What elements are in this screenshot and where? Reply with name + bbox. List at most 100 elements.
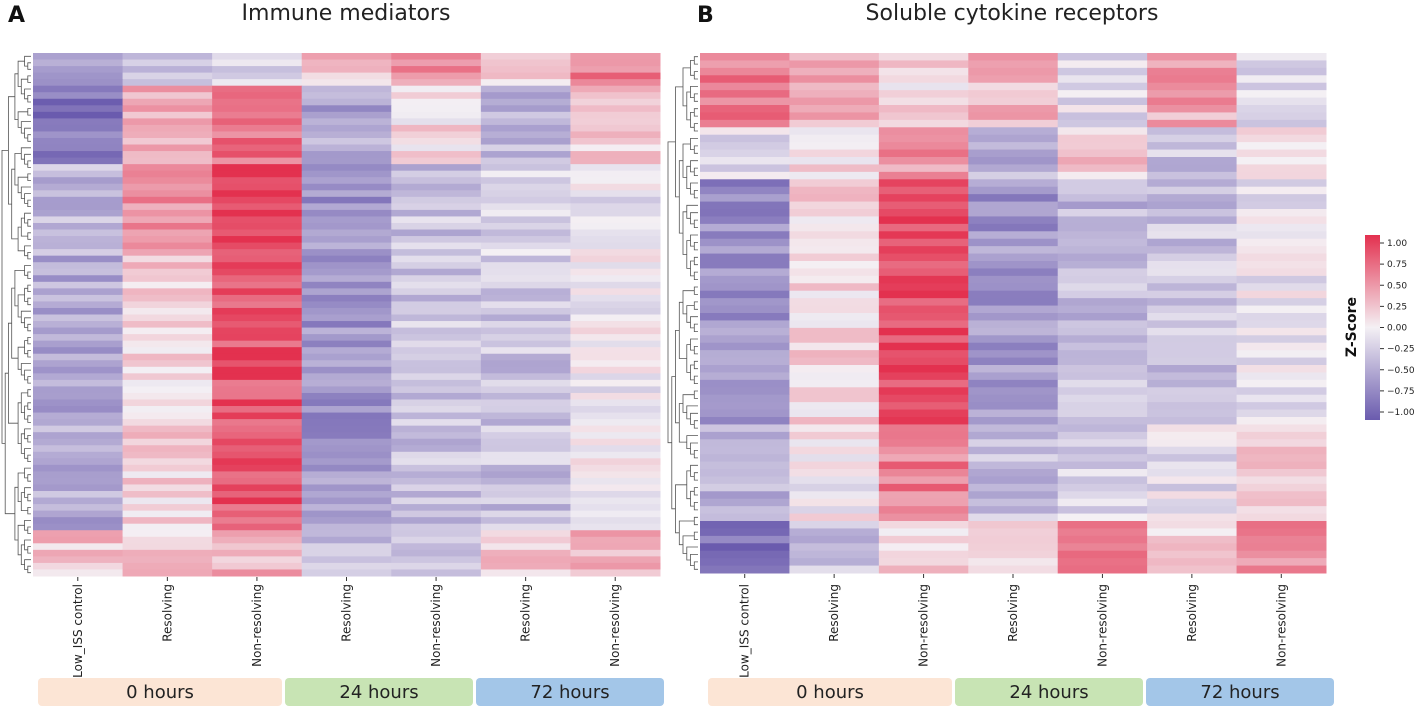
heatmap-cell <box>700 246 790 255</box>
heatmap-cell <box>1057 521 1148 529</box>
heatmap-cell <box>878 171 969 180</box>
heatmap-cell <box>301 72 392 80</box>
dendrogram-branch <box>11 287 19 359</box>
heatmap-cell <box>700 75 790 84</box>
heatmap-cell <box>1057 142 1148 151</box>
dendrogram-branch <box>27 75 31 83</box>
heatmap-cell <box>570 170 661 178</box>
heatmap-cell <box>1236 439 1327 448</box>
heatmap-cell <box>570 307 661 315</box>
heatmap-cell <box>570 249 661 257</box>
heatmap-cell <box>968 454 1059 463</box>
heatmap-cell <box>968 357 1059 366</box>
heatmap-cell <box>122 262 213 270</box>
heatmap-cell <box>789 67 880 76</box>
heatmap-cell <box>700 387 790 396</box>
heatmap-cell <box>301 419 392 427</box>
heatmap-cell <box>391 281 482 289</box>
heatmap-cell <box>33 137 124 146</box>
heatmap-cell <box>212 255 303 263</box>
heatmap-cell <box>391 412 482 420</box>
heatmap-cell <box>1147 461 1238 470</box>
heatmap-cell <box>391 105 482 113</box>
heatmap-cell <box>570 164 661 172</box>
heatmap-cell <box>789 320 880 329</box>
heatmap-cell <box>33 347 124 355</box>
dendrogram-branch <box>27 297 31 306</box>
panel-b: B Soluble cytokine receptors Low_ISS con… <box>667 1 1334 706</box>
heatmap-cell <box>33 451 124 459</box>
heatmap-cell <box>122 347 213 355</box>
heatmap-cell <box>789 149 880 158</box>
heatmap-cell <box>968 394 1059 403</box>
heatmap-cell <box>212 85 303 93</box>
heatmap-cell <box>968 90 1059 99</box>
heatmap-cell <box>700 261 790 269</box>
heatmap-cell <box>1236 246 1327 255</box>
heatmap-cell <box>1236 417 1327 425</box>
heatmap-cell <box>789 209 880 217</box>
heatmap-cell <box>212 66 303 74</box>
dendrogram-branch <box>20 121 31 134</box>
heatmap-cell <box>878 565 969 574</box>
heatmap-cell <box>968 446 1059 455</box>
heatmap-cell <box>33 53 124 61</box>
heatmap-cell <box>570 92 661 100</box>
dendrogram-branch <box>693 450 698 459</box>
heatmap-cell <box>1057 238 1148 247</box>
heatmap-cell <box>391 353 482 361</box>
heatmap-cell <box>301 98 392 106</box>
column-label: Non-resolving <box>1274 584 1288 667</box>
heatmap-cell <box>301 569 392 577</box>
heatmap-cell <box>391 530 482 538</box>
heatmap-cell <box>878 82 969 91</box>
heatmap-cell <box>1057 194 1148 203</box>
heatmap-cell <box>1057 134 1148 143</box>
heatmap-cell <box>301 85 392 93</box>
heatmap-cell <box>122 111 213 119</box>
heatmap-cell <box>122 451 213 459</box>
heatmap-cell <box>570 484 661 492</box>
heatmap-cell <box>391 170 482 178</box>
heatmap-cell <box>480 288 571 296</box>
heatmap-cell <box>878 112 969 121</box>
heatmap-cell <box>1057 550 1148 559</box>
heatmap-cell <box>391 177 482 185</box>
heatmap-cell <box>212 301 303 309</box>
heatmap-cell <box>301 164 392 172</box>
heatmap-cell <box>301 151 392 159</box>
heatmap-cell <box>968 53 1059 61</box>
colorbar-tick-label: −0.75 <box>1387 387 1415 397</box>
heatmap-cell <box>789 290 880 299</box>
heatmap-cell <box>212 137 303 146</box>
heatmap-cell <box>122 523 213 531</box>
heatmap-cell <box>700 335 790 344</box>
heatmap-cell <box>391 549 482 557</box>
heatmap-cell <box>968 231 1059 240</box>
dendrogram-branch <box>17 472 25 502</box>
heatmap-cell <box>480 562 571 570</box>
heatmap-cell <box>301 484 392 492</box>
heatmap-cell <box>878 157 969 165</box>
dendrogram-branch <box>17 176 28 194</box>
heatmap-cell <box>33 131 124 139</box>
heatmap-cell <box>391 347 482 355</box>
heatmap-cell <box>212 327 303 335</box>
heatmap-cell <box>968 275 1059 284</box>
heatmap-cell <box>122 157 213 165</box>
heatmap-cell <box>301 432 392 440</box>
heatmap-cell <box>301 255 392 263</box>
heatmap-cell <box>1236 350 1327 359</box>
heatmap-cell <box>1147 513 1238 522</box>
heatmap-cell <box>122 556 213 564</box>
heatmap-cell <box>1236 82 1327 91</box>
heatmap-cell <box>391 360 482 368</box>
heatmap-cell <box>700 194 790 203</box>
heatmap-cell <box>700 53 790 61</box>
heatmap-cell <box>33 392 124 400</box>
colorbar-tick-label: 0.25 <box>1387 302 1407 312</box>
dendrogram-branch <box>27 493 31 502</box>
heatmap-cell <box>1147 417 1238 425</box>
heatmap-cell <box>700 298 790 307</box>
heatmap-cell <box>122 307 213 315</box>
